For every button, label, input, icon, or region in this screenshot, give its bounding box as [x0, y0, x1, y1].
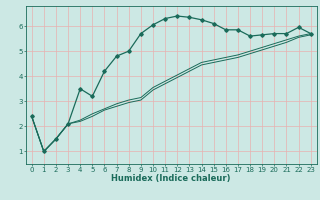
X-axis label: Humidex (Indice chaleur): Humidex (Indice chaleur) — [111, 174, 231, 183]
